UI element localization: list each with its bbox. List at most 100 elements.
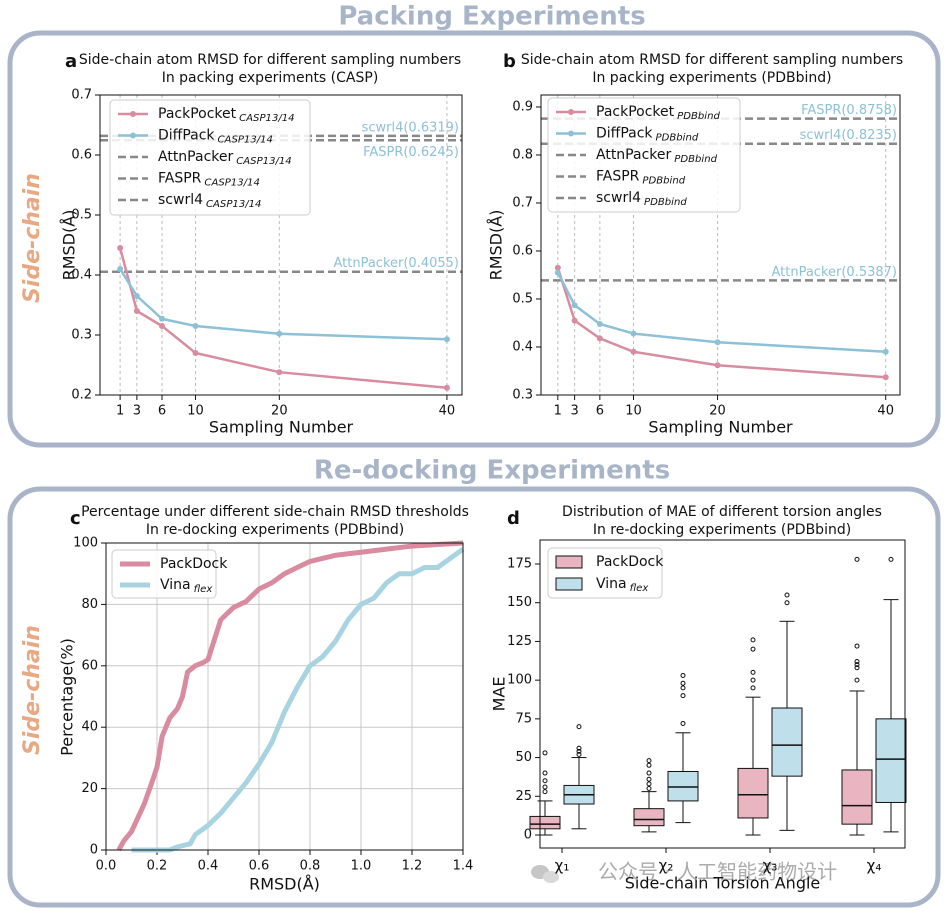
reference-label: AttnPacker(0.5387) — [771, 265, 897, 280]
y-tick-label: 0 — [524, 827, 532, 842]
flier — [854, 643, 860, 649]
label-subscript: CASP13/14 — [206, 199, 261, 210]
label-name: AttnPacker — [596, 147, 671, 163]
y-tick-label: 0.4 — [71, 268, 92, 283]
label-subscript: PDBbind — [674, 154, 717, 165]
flier — [542, 750, 548, 756]
flier — [888, 556, 894, 562]
section-frame — [7, 30, 941, 448]
label-name: FASPR — [596, 169, 640, 185]
legend-label: Vina flex — [596, 576, 649, 594]
flier — [576, 751, 582, 757]
y-tick-label: 60 — [81, 658, 98, 673]
box — [875, 718, 907, 803]
reference-label: FASPR(0.8758) — [801, 103, 897, 118]
point — [117, 245, 124, 251]
legend-label: scwrl4 PDBbind — [596, 190, 687, 208]
y-tick-label: 0.7 — [71, 88, 92, 103]
flier — [646, 758, 652, 764]
legend-label: DiffPack PDBbind — [596, 126, 699, 144]
point — [159, 323, 166, 329]
label-subscript: PDBbind — [642, 176, 685, 187]
y-tick-label: 0.2 — [71, 388, 92, 403]
x-tick-label: 40 — [439, 404, 456, 419]
label-name: scwrl4 — [158, 192, 203, 208]
side-label: Side-chain — [20, 625, 45, 755]
y-tick-label: 100 — [507, 673, 532, 688]
section-header: Re-docking Experiments — [314, 456, 670, 486]
x-tick-label: χ₄ — [867, 857, 882, 875]
point — [133, 308, 140, 314]
point — [596, 320, 603, 327]
chart-title: Side-chain atom RMSD for different sampl… — [521, 52, 903, 68]
flier — [750, 637, 756, 643]
point — [443, 384, 450, 391]
x-tick-label: 1.4 — [453, 859, 474, 874]
legend-label: scwrl4 CASP13/14 — [158, 192, 261, 210]
label-subscript: CASP13/14 — [204, 178, 259, 189]
x-tick-label: 10 — [625, 404, 642, 419]
point — [276, 330, 283, 337]
section-header: Packing Experiments — [338, 2, 645, 32]
label-subscript: PDBbind — [677, 111, 720, 122]
box — [771, 707, 803, 777]
flier — [750, 685, 756, 691]
chart-title: In packing experiments (CASP) — [162, 70, 379, 86]
point — [882, 374, 889, 381]
point — [276, 369, 283, 376]
reference-label: scwrl4(0.6319) — [362, 120, 459, 135]
y-tick-label: 0.9 — [512, 100, 533, 115]
plot-frame — [539, 539, 906, 849]
flier — [542, 784, 548, 790]
chart-panel: a Side-chain atom RMSD for different samp… — [60, 51, 463, 437]
y-axis-label: RMSD(Å) — [60, 210, 79, 281]
flier — [576, 724, 582, 730]
legend-swatch — [130, 111, 136, 117]
x-tick-label: χ₃ — [763, 857, 778, 875]
point — [192, 323, 199, 329]
flier — [576, 745, 582, 751]
point — [630, 348, 637, 355]
flier — [750, 669, 756, 675]
y-tick-label: 150 — [507, 595, 532, 610]
point — [630, 330, 637, 337]
label-name: PackDock — [160, 556, 228, 572]
point — [714, 339, 721, 346]
label-subscript: CASP13/14 — [236, 156, 291, 167]
flier — [784, 592, 790, 598]
x-tick-label: 1.0 — [351, 859, 372, 874]
legend-swatch — [568, 130, 574, 137]
label-name: FASPR — [158, 171, 202, 187]
y-axis-label: MAE — [490, 677, 509, 712]
x-tick-label: 1 — [116, 404, 124, 419]
flier — [646, 786, 652, 792]
point — [192, 350, 199, 356]
y-tick-label: 0.8 — [512, 148, 533, 163]
point — [554, 269, 561, 276]
x-tick-label: 6 — [158, 404, 166, 419]
legend-label: PackPocket CASP13/14 — [158, 106, 295, 124]
legend-label: AttnPacker PDBbind — [596, 147, 718, 165]
panel-letter: b — [503, 51, 516, 72]
plot-frame — [105, 542, 464, 851]
box — [737, 767, 769, 819]
flier — [646, 776, 652, 782]
point — [554, 264, 561, 271]
chart-panel: b Side-chain atom RMSD for different samp… — [487, 51, 904, 437]
flier — [680, 693, 686, 699]
x-tick-label: 3 — [133, 404, 141, 419]
flier — [854, 677, 860, 683]
y-axis-label: RMSD(Å) — [487, 210, 506, 281]
x-tick-label: 1.2 — [402, 859, 423, 874]
point — [571, 302, 578, 309]
y-tick-label: 40 — [81, 720, 98, 735]
point — [882, 348, 889, 355]
y-tick-label: 25 — [515, 789, 532, 804]
watermark-icon — [531, 865, 559, 883]
series-line — [119, 268, 447, 341]
plot-frame — [99, 94, 463, 396]
series-line — [116, 540, 464, 852]
legend-label: Vina flex — [160, 577, 213, 595]
flier — [680, 672, 686, 678]
